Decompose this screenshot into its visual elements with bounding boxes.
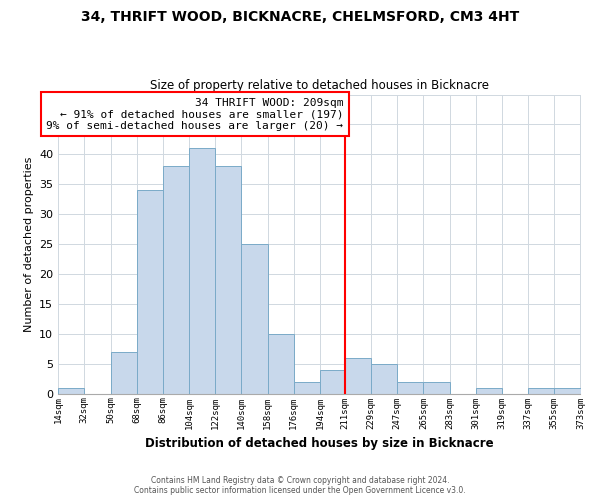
- Bar: [554, 388, 581, 394]
- Text: 34, THRIFT WOOD, BICKNACRE, CHELMSFORD, CM3 4HT: 34, THRIFT WOOD, BICKNACRE, CHELMSFORD, …: [81, 10, 519, 24]
- Bar: [137, 190, 163, 394]
- Bar: [424, 382, 449, 394]
- Bar: [268, 334, 294, 394]
- Bar: [110, 352, 137, 394]
- Text: 34 THRIFT WOOD: 209sqm
← 91% of detached houses are smaller (197)
9% of semi-det: 34 THRIFT WOOD: 209sqm ← 91% of detached…: [46, 98, 343, 130]
- Bar: [371, 364, 397, 394]
- Bar: [345, 358, 371, 394]
- Bar: [189, 148, 215, 394]
- Bar: [294, 382, 320, 394]
- Title: Size of property relative to detached houses in Bicknacre: Size of property relative to detached ho…: [150, 79, 489, 92]
- X-axis label: Distribution of detached houses by size in Bicknacre: Distribution of detached houses by size …: [145, 437, 494, 450]
- Bar: [163, 166, 189, 394]
- Bar: [58, 388, 85, 394]
- Bar: [528, 388, 554, 394]
- Bar: [215, 166, 241, 394]
- Text: Contains HM Land Registry data © Crown copyright and database right 2024.
Contai: Contains HM Land Registry data © Crown c…: [134, 476, 466, 495]
- Bar: [241, 244, 268, 394]
- Bar: [476, 388, 502, 394]
- Bar: [397, 382, 424, 394]
- Bar: [320, 370, 346, 394]
- Y-axis label: Number of detached properties: Number of detached properties: [23, 156, 34, 332]
